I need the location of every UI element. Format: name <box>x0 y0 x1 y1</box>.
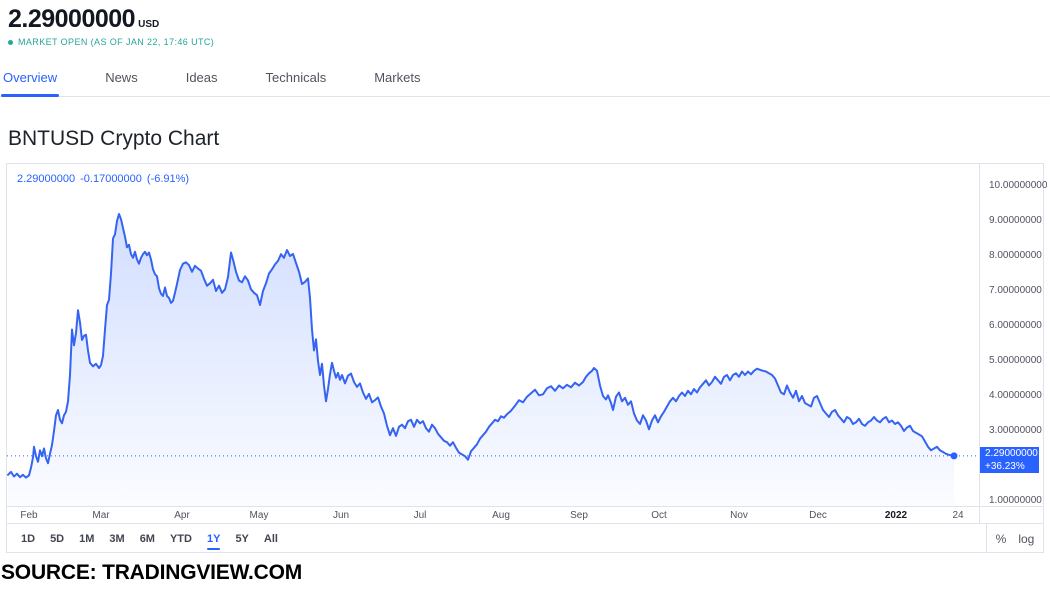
y-axis-label: 6.00000000 <box>989 320 1042 331</box>
tab-technicals[interactable]: Technicals <box>264 62 329 96</box>
y-axis-label: 7.00000000 <box>989 285 1042 296</box>
current-price-value: 2.29000000 <box>985 448 1038 459</box>
source-caption: SOURCE: TRADINGVIEW.COM <box>1 561 303 584</box>
y-axis-label: 8.00000000 <box>989 250 1042 261</box>
legend-change-pct: (-6.91%) <box>146 173 190 185</box>
area-fill <box>8 214 954 506</box>
x-axis-label: 2022 <box>884 510 908 521</box>
last-price: 2.29000000 <box>8 5 136 33</box>
current-price-change: +36.23% <box>985 461 1025 472</box>
price-chart-canvas[interactable] <box>7 164 979 506</box>
tab-bar: Overview News Ideas Technicals Markets <box>0 62 1050 97</box>
x-axis-label: Apr <box>174 510 190 521</box>
x-axis-label: 24 <box>952 510 964 521</box>
y-axis-label: 9.00000000 <box>989 215 1042 226</box>
y-axis-label: 10.00000000 <box>989 180 1048 191</box>
chart-legend: 2.29000000 -0.17000000 (-6.91%) <box>17 173 189 185</box>
y-axis-label: 1.00000000 <box>989 495 1042 506</box>
quote-header: 2.29000000 USD MARKET OPEN (AS OF JAN 22… <box>8 5 214 47</box>
x-axis-label: Jun <box>332 510 350 521</box>
range-button-1d[interactable]: 1D <box>18 531 38 547</box>
y-axis-label: 4.00000000 <box>989 390 1042 401</box>
market-status-text: MARKET OPEN (AS OF JAN 22, 17:46 UTC) <box>18 37 215 47</box>
chart-toolbar: 1D 5D 1M 3M 6M YTD 1Y 5Y All % log <box>7 523 1043 553</box>
y-axis-label: 3.00000000 <box>989 425 1042 436</box>
market-status: MARKET OPEN (AS OF JAN 22, 17:46 UTC) <box>8 37 214 47</box>
range-button-1m[interactable]: 1M <box>76 531 97 547</box>
x-axis-label: Jul <box>413 510 427 521</box>
current-price-label: 2.29000000 +36.23% <box>980 447 1039 473</box>
range-button-5d[interactable]: 5D <box>47 531 67 547</box>
range-selector: 1D 5D 1M 3M 6M YTD 1Y 5Y All <box>7 531 986 550</box>
x-axis-label: Nov <box>730 510 748 521</box>
range-button-6m[interactable]: 6M <box>137 531 158 547</box>
percent-scale-button[interactable]: % <box>995 531 1007 546</box>
x-axis-label: Mar <box>92 510 110 521</box>
range-button-5y[interactable]: 5Y <box>232 531 251 547</box>
currency-label: USD <box>138 19 160 30</box>
legend-change: -0.17000000 <box>80 173 142 185</box>
page-title: BNTUSD Crypto Chart <box>8 127 220 150</box>
legend-price: 2.29000000 <box>17 173 76 185</box>
x-axis-label: Oct <box>651 510 667 521</box>
range-button-all[interactable]: All <box>261 531 281 547</box>
x-axis-label: May <box>249 510 269 521</box>
scale-controls: % log <box>986 524 1043 553</box>
tab-overview[interactable]: Overview <box>1 62 60 97</box>
x-axis-label: Dec <box>809 510 827 521</box>
tab-ideas[interactable]: Ideas <box>184 62 220 96</box>
range-button-ytd[interactable]: YTD <box>167 531 195 547</box>
tab-news[interactable]: News <box>103 62 140 96</box>
tab-markets[interactable]: Markets <box>372 62 422 96</box>
y-axis[interactable]: 10.00000000 9.00000000 8.00000000 7.0000000… <box>979 164 1048 523</box>
price-row: 2.29000000 USD <box>8 5 214 34</box>
log-scale-button[interactable]: log <box>1018 531 1035 546</box>
y-axis-label: 5.00000000 <box>989 355 1042 366</box>
x-axis-label: Feb <box>20 510 38 521</box>
last-point-marker <box>950 452 958 460</box>
x-axis-label: Sep <box>570 510 588 521</box>
market-open-dot-icon <box>8 39 13 45</box>
x-axis[interactable]: Feb Mar Apr May Jun Jul Aug Sep Oct Nov Dec 2022 24 <box>7 506 1043 523</box>
price-line <box>7 213 955 479</box>
chart-widget: 2.29000000 -0.17000000 (-6.91%) 10.00000… <box>6 163 1048 553</box>
range-button-1y[interactable]: 1Y <box>204 531 223 550</box>
x-axis-label: Aug <box>492 510 510 521</box>
range-button-3m[interactable]: 3M <box>106 531 127 547</box>
